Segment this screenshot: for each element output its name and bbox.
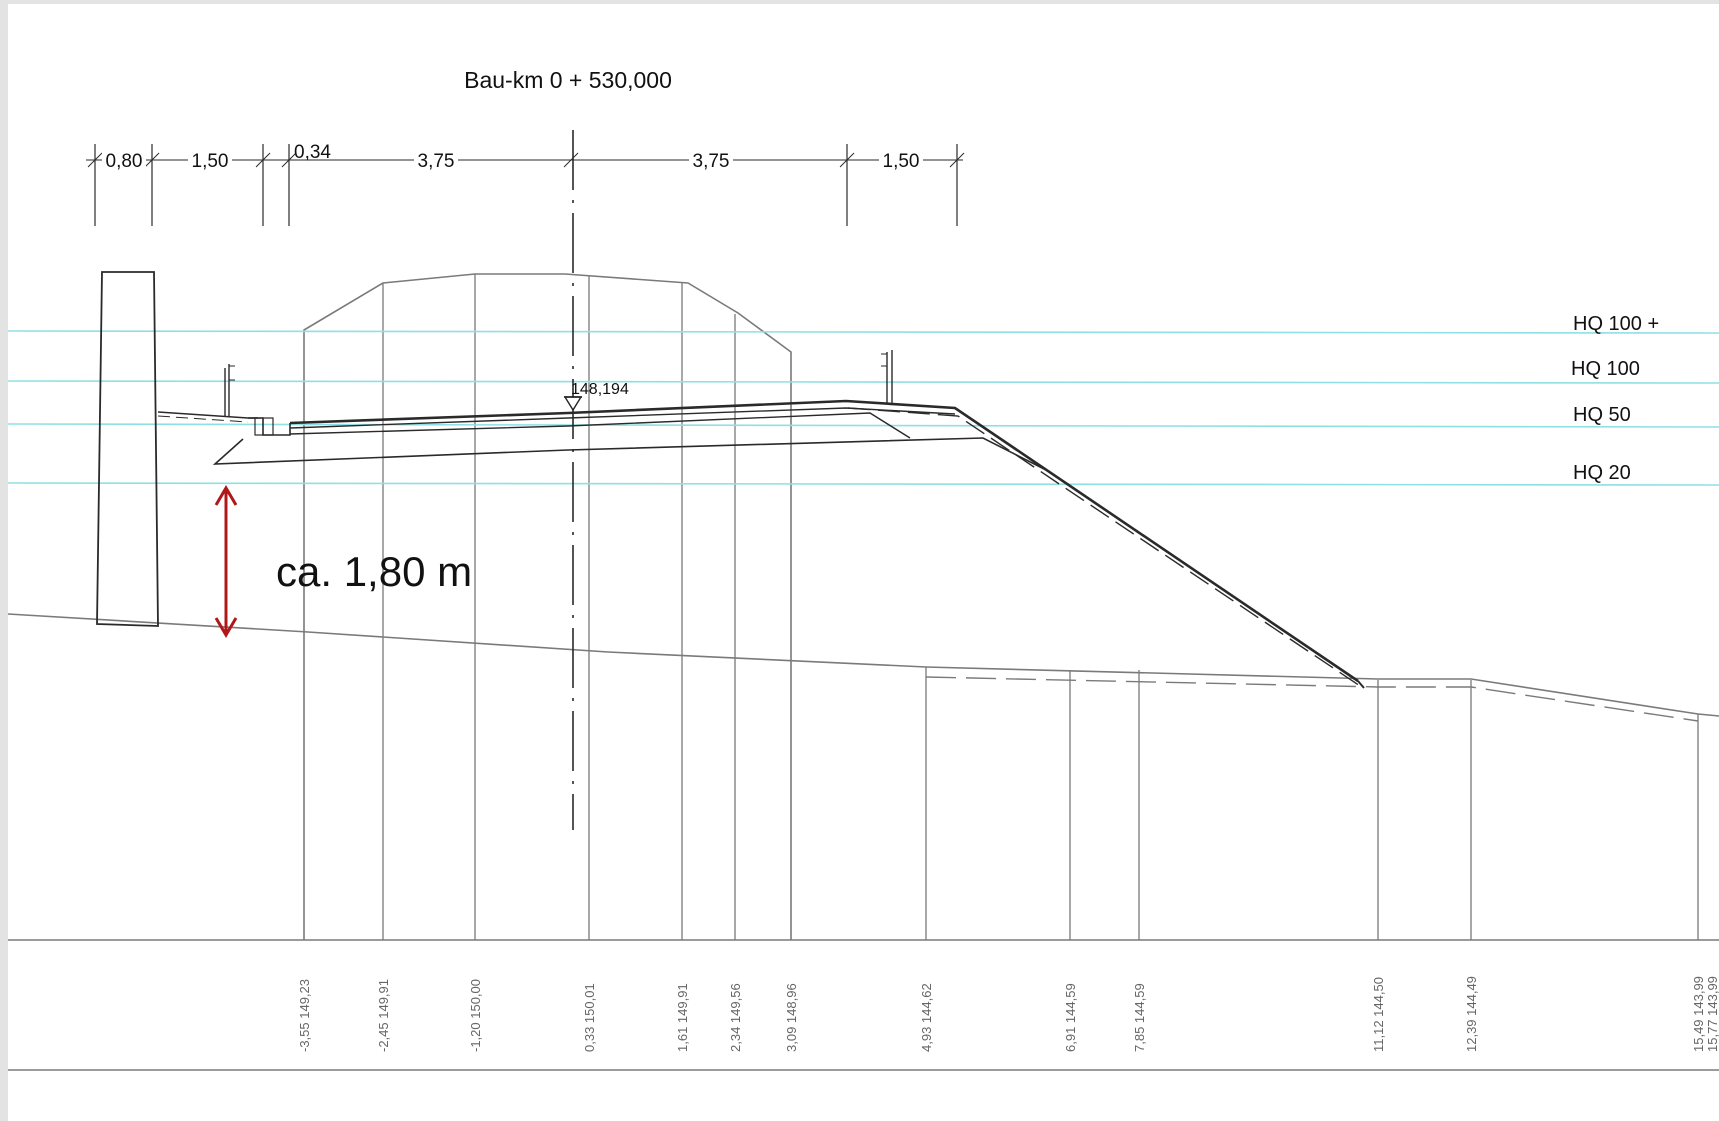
retaining-wall: [96, 271, 159, 627]
section-title: Bau-km 0 + 530,000: [464, 67, 672, 93]
clearance-profile: [303, 273, 792, 940]
station-label: -3,55 149,23: [297, 979, 312, 1052]
elevation-marker: 148,194: [563, 381, 629, 412]
drainage-channel: [248, 417, 291, 436]
dimension-label: 1,50: [192, 151, 229, 172]
station-lines: [382, 274, 1699, 940]
station-label: 7,85 144,59: [1132, 983, 1147, 1052]
station-label: 15,77 143,99: [1705, 976, 1719, 1052]
embankment: [157, 399, 1365, 689]
height-annotation: ca. 1,80 m: [276, 548, 472, 595]
water-level-label: HQ 20: [1573, 462, 1631, 484]
station-label: 12,39 144,49: [1464, 976, 1479, 1052]
hq100-line: [8, 380, 1719, 384]
station-labels: -3,55 149,23 -2,45 149,91 -1,20 150,00 0…: [297, 976, 1719, 1052]
dimension-label: 3,75: [418, 151, 455, 172]
drawing-sheet: Bau-km 0 + 530,000 0,80 1,50 0,34 3,75 3…: [8, 4, 1719, 1121]
hq20-line: [8, 482, 1719, 486]
station-label: 6,91 144,59: [1063, 983, 1078, 1052]
height-arrow: [214, 485, 238, 638]
catenary-mast-left: [224, 364, 235, 416]
station-label: 15,49 143,99: [1691, 976, 1706, 1052]
ground-line: [8, 613, 1719, 717]
dimension-label: 3,75: [693, 151, 730, 172]
water-level-lines: [8, 330, 1719, 486]
dimension-labels: 0,80 1,50 0,34 3,75 3,75 1,50: [102, 142, 923, 172]
station-label: -2,45 149,91: [376, 979, 391, 1052]
water-level-label: HQ 100 +: [1573, 313, 1659, 335]
catenary-mast-right: [881, 350, 893, 404]
hq50-line: [8, 423, 1719, 428]
station-label: 2,34 149,56: [728, 983, 743, 1052]
cross-section-drawing: Bau-km 0 + 530,000 0,80 1,50 0,34 3,75 3…: [8, 67, 1719, 1071]
station-label: -1,20 150,00: [468, 979, 483, 1052]
water-level-label: HQ 50: [1573, 404, 1631, 426]
drain-box: [254, 417, 274, 436]
dimension-label: 1,50: [883, 151, 920, 172]
station-label: 0,33 150,01: [582, 983, 597, 1052]
station-label: 4,93 144,62: [919, 983, 934, 1052]
water-level-label: HQ 100: [1571, 358, 1640, 380]
water-level-labels: HQ 100 + HQ 100 HQ 50 HQ 20: [1571, 313, 1659, 484]
station-label: 11,12 144,50: [1371, 977, 1386, 1052]
dimension-label: 0,80: [106, 151, 143, 172]
dimension-chain: [86, 144, 965, 226]
planned-ground-dashed: [925, 676, 1699, 722]
elevation-value: 148,194: [571, 381, 629, 398]
station-label: 1,61 149,91: [675, 983, 690, 1052]
hq100plus-line: [8, 330, 1719, 334]
station-label: 3,09 148,96: [784, 983, 799, 1052]
dimension-label: 0,34: [294, 142, 331, 163]
